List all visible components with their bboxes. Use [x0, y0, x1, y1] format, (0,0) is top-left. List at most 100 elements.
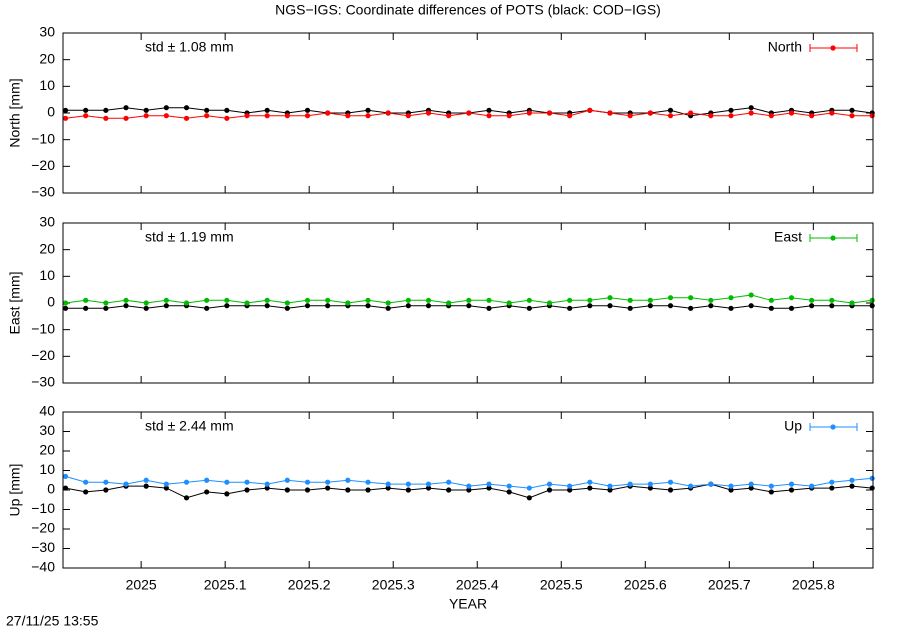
- data-point: [345, 300, 351, 306]
- data-point: [163, 105, 169, 111]
- data-point: [768, 113, 774, 119]
- data-point: [647, 303, 653, 309]
- data-point: [183, 105, 190, 111]
- data-point: [526, 297, 532, 303]
- data-point: [365, 107, 371, 113]
- data-point: [143, 305, 149, 311]
- data-point: [62, 473, 69, 479]
- data-point: [325, 303, 331, 309]
- data-point: [647, 110, 653, 116]
- data-point: [62, 115, 69, 121]
- data-point: [183, 115, 190, 121]
- data-point: [405, 113, 411, 119]
- data-point: [466, 110, 472, 116]
- data-point: [829, 485, 835, 491]
- data-point: [506, 483, 512, 489]
- data-point: [264, 303, 270, 309]
- data-point: [587, 297, 593, 303]
- data-point: [567, 113, 573, 119]
- data-point: [748, 303, 754, 309]
- data-point: [607, 295, 613, 301]
- y-axis-label: East [mm]: [7, 271, 23, 334]
- data-point: [264, 113, 270, 119]
- data-point: [607, 110, 613, 116]
- data-point: [506, 113, 512, 119]
- data-point: [204, 107, 210, 113]
- data-point: [546, 487, 553, 493]
- data-point: [667, 295, 674, 301]
- data-point: [163, 303, 169, 309]
- data-point: [667, 107, 674, 113]
- data-point: [143, 113, 149, 119]
- data-point: [304, 303, 311, 309]
- data-point: [385, 300, 391, 306]
- data-point: [143, 107, 149, 113]
- data-point: [224, 303, 230, 309]
- data-point: [62, 300, 69, 306]
- data-point: [607, 303, 613, 309]
- data-point: [345, 477, 351, 483]
- data-point: [204, 489, 210, 495]
- y-tick-label: 10: [39, 461, 55, 477]
- data-point: [224, 479, 230, 485]
- data-point: [103, 115, 109, 121]
- data-point: [788, 110, 795, 116]
- plot-frame: [62, 222, 874, 384]
- data-point: [849, 113, 855, 119]
- data-point: [123, 303, 129, 309]
- data-point: [244, 113, 250, 119]
- data-point: [62, 107, 69, 113]
- data-point: [425, 485, 432, 491]
- data-point: [365, 297, 371, 303]
- data-point: [688, 295, 694, 301]
- x-tick-label: 2025.8: [792, 577, 835, 593]
- data-point: [304, 297, 311, 303]
- data-point: [728, 483, 734, 489]
- chart-title: NGS−IGS: Coordinate differences of POTS …: [275, 2, 661, 18]
- data-point: [587, 107, 593, 113]
- data-point: [486, 107, 492, 113]
- y-axis-label: North [mm]: [7, 78, 23, 147]
- data-point: [768, 297, 774, 303]
- data-point: [446, 113, 452, 119]
- data-point: [405, 487, 411, 493]
- data-point: [688, 305, 694, 311]
- y-tick-label: −30: [31, 374, 55, 390]
- data-point: [325, 479, 331, 485]
- std-annotation: std ± 1.19 mm: [145, 229, 234, 245]
- data-point: [163, 485, 169, 491]
- y-tick-label: 30: [39, 422, 55, 438]
- data-point: [526, 495, 532, 501]
- data-point: [869, 485, 875, 491]
- data-point: [446, 300, 452, 306]
- data-point: [728, 113, 734, 119]
- data-point: [708, 481, 714, 487]
- data-point: [748, 110, 754, 116]
- y-tick-label: 0: [47, 104, 55, 120]
- std-annotation: std ± 1.08 mm: [145, 39, 234, 55]
- data-point: [667, 487, 674, 493]
- data-point: [647, 481, 653, 487]
- data-point: [829, 110, 835, 116]
- data-point: [264, 107, 270, 113]
- data-point: [587, 485, 593, 491]
- plot-frame: [62, 411, 874, 569]
- data-point: [163, 113, 169, 119]
- data-point: [405, 303, 411, 309]
- data-point: [849, 477, 855, 483]
- data-point: [446, 487, 452, 493]
- data-point: [405, 481, 411, 487]
- data-point: [849, 483, 855, 489]
- data-point: [123, 115, 129, 121]
- y-tick-label: 20: [39, 442, 55, 458]
- data-point: [466, 297, 472, 303]
- data-point: [728, 487, 734, 493]
- data-point: [425, 297, 432, 303]
- data-point: [83, 305, 89, 311]
- data-point: [708, 303, 714, 309]
- data-point: [526, 305, 532, 311]
- timestamp: 27/11/25 13:55: [6, 613, 99, 629]
- data-point: [526, 485, 532, 491]
- data-point: [486, 481, 492, 487]
- y-tick-label: 20: [39, 50, 55, 66]
